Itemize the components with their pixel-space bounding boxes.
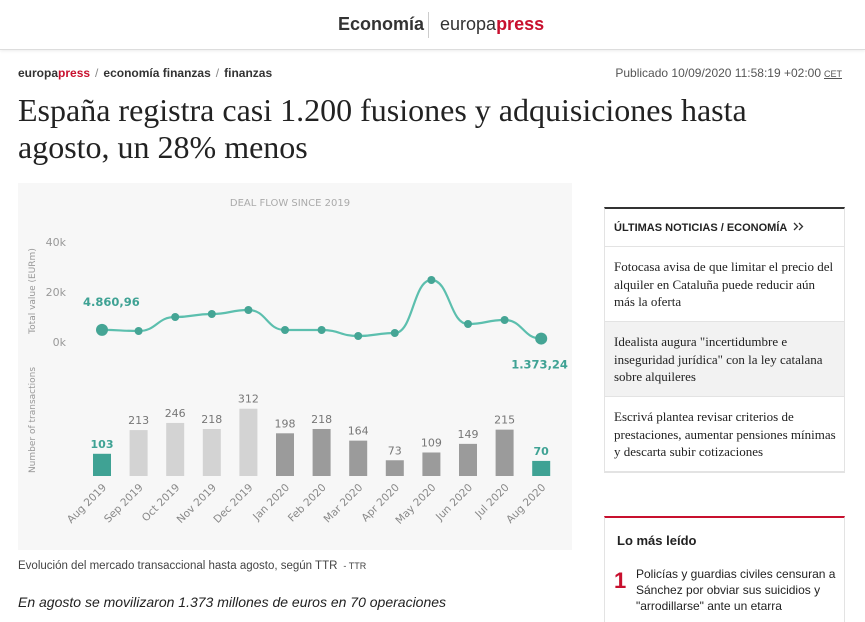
brand-part: europa: [18, 66, 59, 80]
section-link[interactable]: Economía: [338, 14, 425, 34]
line-point: [244, 306, 253, 314]
news-item[interactable]: Idealista augura "incertidumbre e insegu…: [605, 322, 844, 397]
bar: [202, 428, 221, 476]
news-item[interactable]: Fotocasa avisa de que limitar el precio …: [605, 247, 844, 322]
caption-text: Evolución del mercado transaccional hast…: [18, 560, 338, 572]
y-tick-label: 40k: [46, 236, 67, 249]
breadcrumb-link[interactable]: finanzas: [224, 66, 273, 80]
rank-number: 1: [614, 568, 627, 593]
bar-value-label: 218: [201, 413, 222, 426]
bar: [422, 452, 441, 476]
bar: [532, 460, 551, 476]
line-point: [500, 316, 509, 324]
brand-logo[interactable]: europapress: [440, 14, 544, 35]
figure-caption: Evolución del mercado transaccional hast…: [18, 560, 366, 572]
y2-axis-label: Number of transactions: [28, 367, 38, 473]
line-point: [171, 313, 180, 321]
brand-part: europa: [440, 14, 497, 34]
bar-value-label: 164: [348, 425, 369, 438]
line-point: [354, 332, 363, 340]
y-axis-label: Total value (EURm): [28, 248, 38, 335]
box-title: ÚLTIMAS NOTICIAS / ECONOMÍA: [614, 222, 787, 234]
line-point: [390, 329, 399, 337]
line-point: [134, 327, 143, 335]
breadcrumb-link[interactable]: economía finanzas: [103, 66, 211, 80]
line-point: [207, 310, 216, 318]
bar: [459, 443, 477, 476]
y-tick-label: 20k: [46, 286, 67, 299]
point-value-label: 1.373,24: [511, 358, 568, 372]
bar-value-label: 213: [128, 414, 149, 427]
headline: España registra casi 1.200 fusiones y ad…: [18, 92, 747, 165]
bar-value-label: 218: [311, 413, 332, 426]
bar: [166, 422, 185, 476]
line-point: [464, 320, 472, 328]
breadcrumb-brand[interactable]: europapress: [18, 66, 90, 80]
line-point: [96, 323, 108, 336]
line-point: [317, 326, 326, 334]
bar: [239, 408, 258, 476]
breadcrumb: europapress / economía finanzas / finanzas: [18, 66, 272, 80]
bar: [495, 429, 514, 476]
chart: DEAL FLOW SINCE 2019 Total value (EURm) …: [18, 183, 572, 550]
brand-part: press: [496, 14, 545, 34]
date-text: Publicado 10/09/2020 11:58:19 +02:00: [615, 66, 821, 80]
bar: [129, 430, 148, 476]
point-value-label: 4.860,96: [83, 295, 140, 309]
chart-background: [18, 183, 572, 550]
chart-title: DEAL FLOW SINCE 2019: [230, 198, 350, 209]
bar: [276, 433, 294, 476]
chevron-icon: [793, 222, 804, 231]
divider: [428, 12, 429, 38]
bar-value-label: 73: [388, 444, 402, 457]
top-bar: [0, 0, 865, 50]
bar-value-label: 70: [534, 445, 550, 458]
brand-part: press: [58, 66, 91, 80]
separator: /: [95, 66, 99, 80]
latest-news-box: ÚLTIMAS NOTICIAS / ECONOMÍA Fotocasa avi…: [604, 207, 845, 473]
line-point: [281, 326, 289, 334]
line-point: [427, 276, 436, 284]
bar-value-label: 215: [494, 414, 515, 427]
bar: [312, 428, 331, 476]
timezone: CET: [824, 69, 842, 79]
news-item[interactable]: Escrivá plantea revisar criterios de pre…: [605, 397, 844, 472]
y-tick-label: 0k: [53, 336, 67, 349]
lead-paragraph: En agosto se movilizaron 1.373 millones …: [18, 594, 447, 610]
line-point: [535, 332, 548, 345]
box-header[interactable]: ÚLTIMAS NOTICIAS / ECONOMÍA: [605, 209, 844, 247]
separator: /: [215, 66, 220, 80]
bar-value-label: 103: [91, 438, 114, 451]
box-title: Lo más leído: [617, 533, 697, 548]
bar-value-label: 149: [458, 428, 479, 441]
bar: [93, 453, 111, 476]
bar: [385, 460, 404, 476]
bar-value-label: 246: [165, 407, 186, 420]
most-read-box: Lo más leído 1 Policías y guardias civil…: [604, 516, 845, 622]
bar-value-label: 109: [421, 436, 442, 449]
published-date: Publicado 10/09/2020 11:58:19 +02:00 CET: [615, 66, 842, 80]
bar-value-label: 198: [275, 417, 296, 430]
most-read-item[interactable]: Policías y guardias civiles censuran a S…: [636, 567, 836, 613]
bar: [349, 440, 368, 476]
bar-value-label: 312: [238, 393, 259, 406]
caption-source: - TTR: [343, 561, 367, 571]
